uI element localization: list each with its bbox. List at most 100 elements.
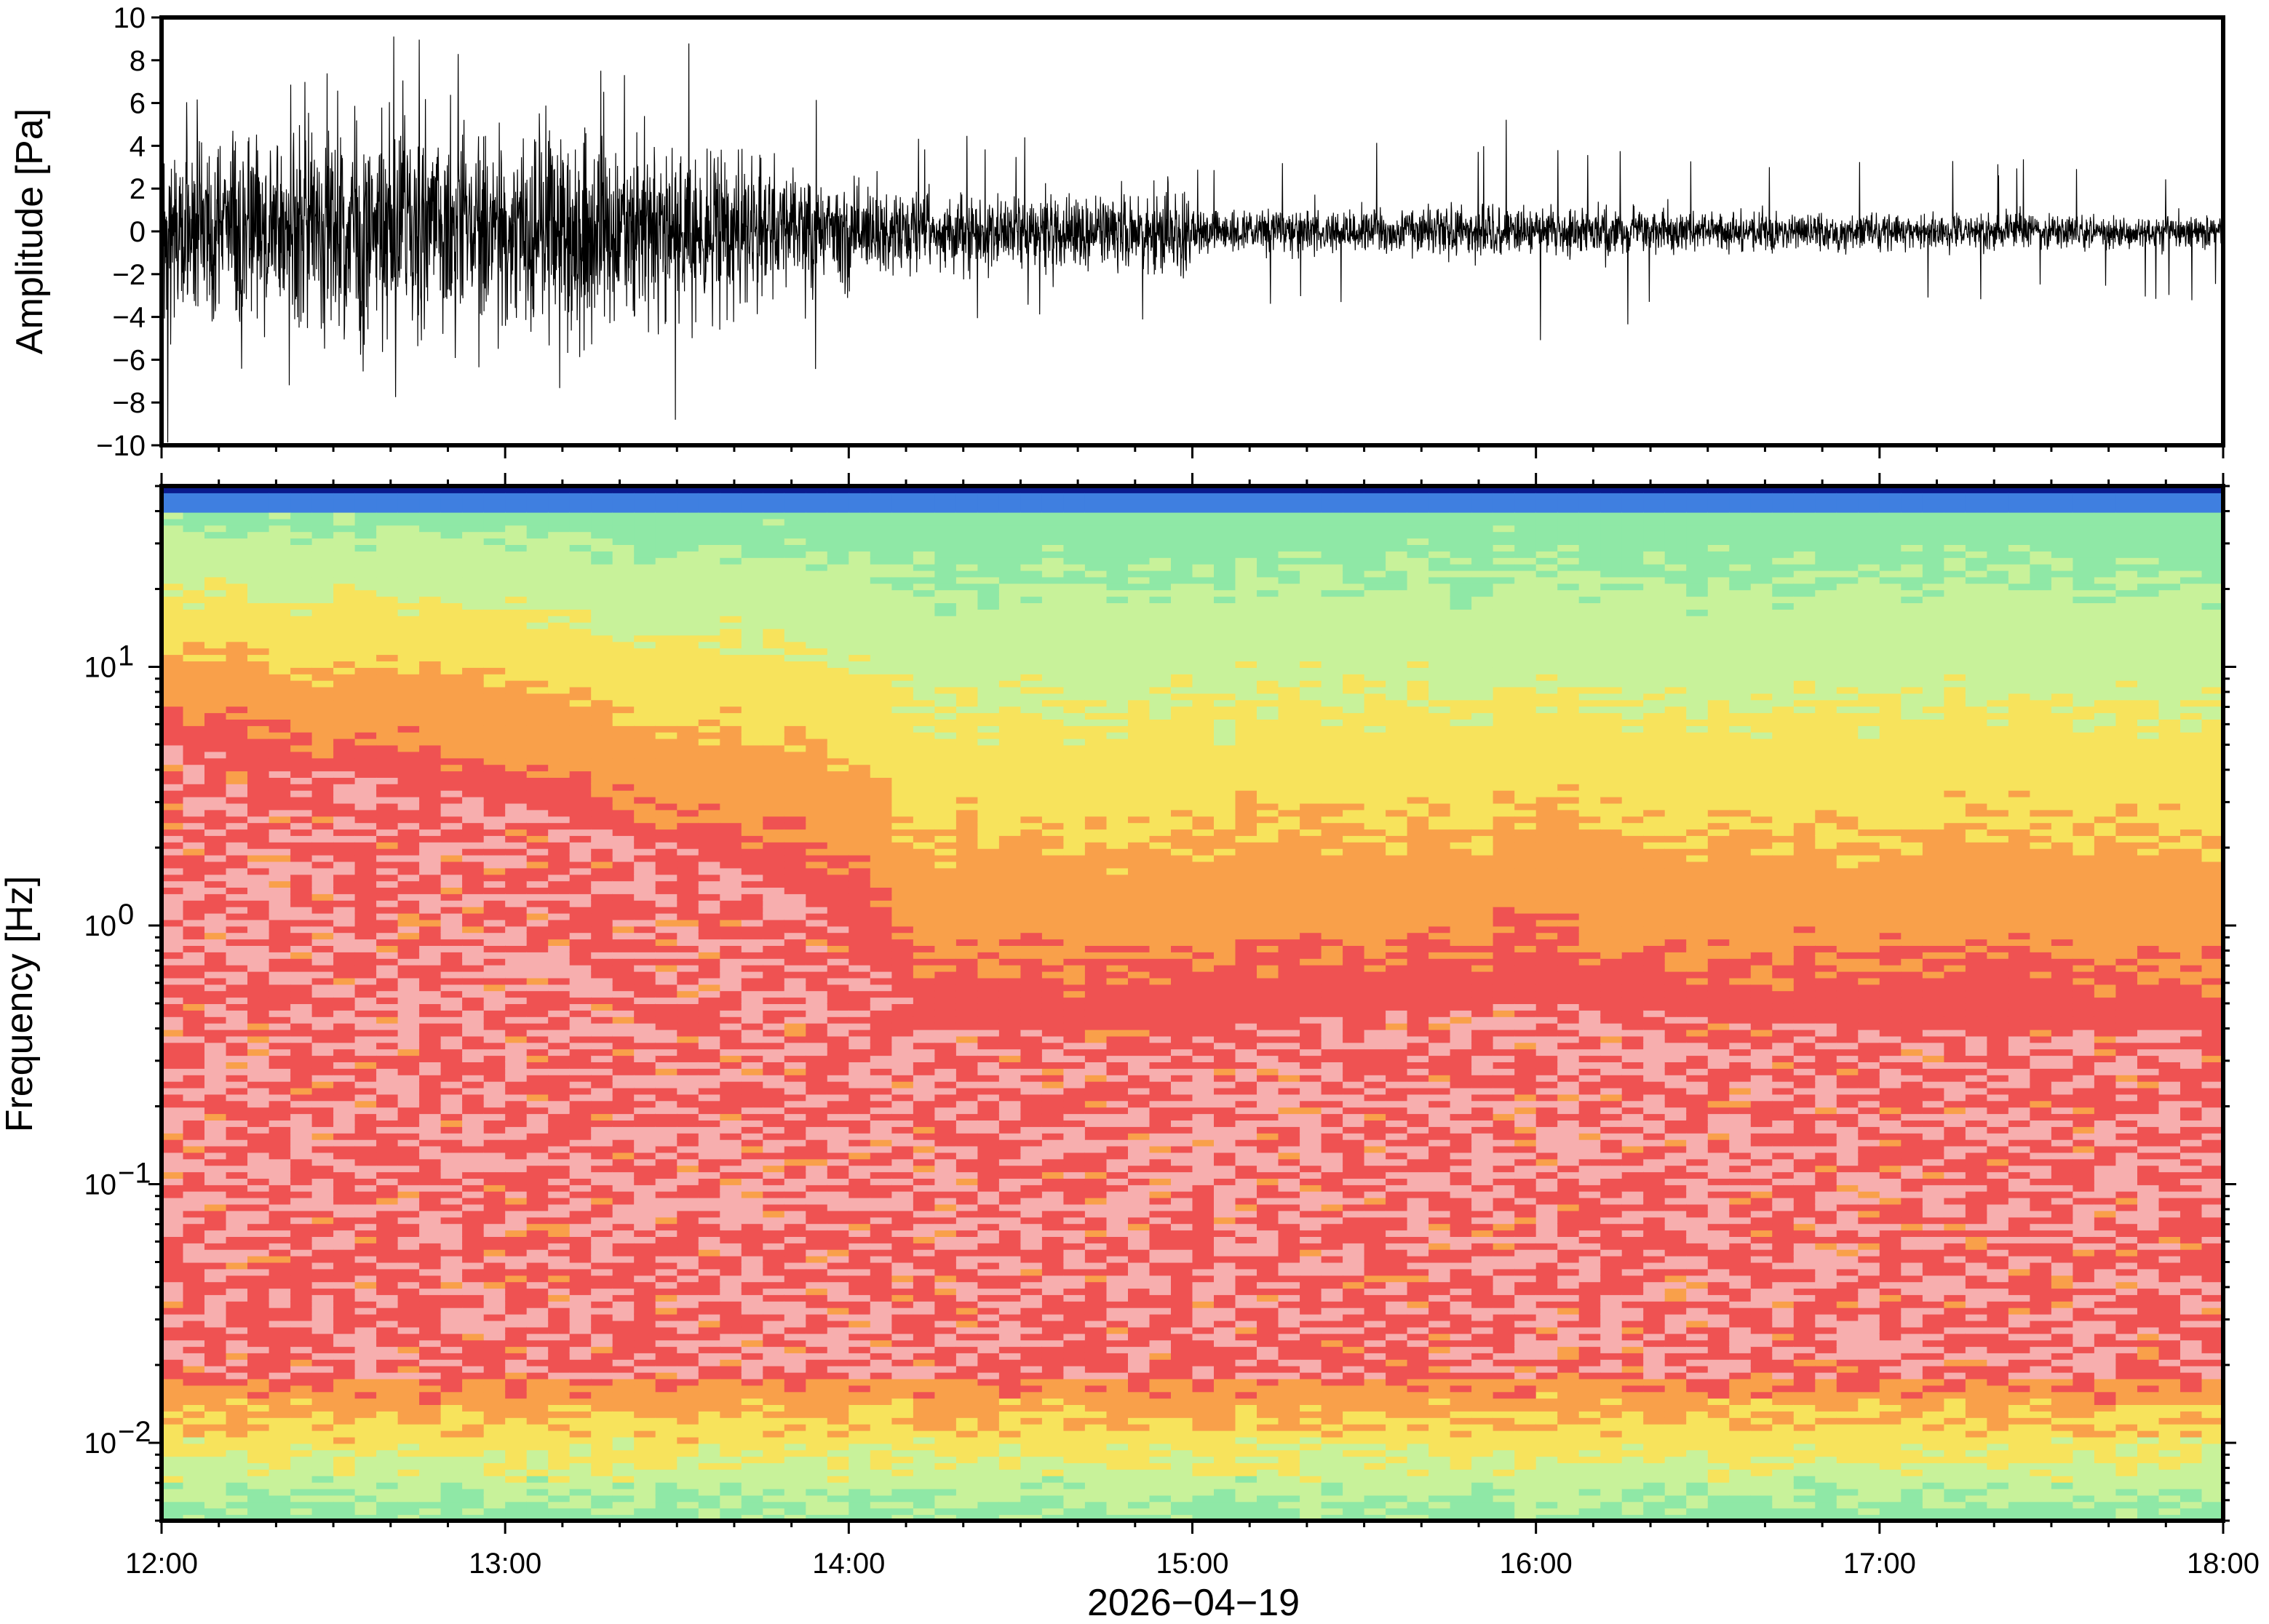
spectrogram-cell [226, 557, 248, 565]
spectrogram-cell [354, 1139, 378, 1147]
spectrogram-cell [505, 1423, 528, 1431]
spectrogram-cell [204, 1288, 227, 1295]
spectrogram-cell [505, 621, 528, 629]
spectrogram-cell [204, 1042, 227, 1050]
spectrogram-cell [311, 1372, 335, 1380]
spectrogram-cell [634, 1016, 656, 1024]
spectrogram-cell [741, 1385, 764, 1393]
spectrogram-cell [483, 589, 506, 597]
spectrogram-cell [311, 1443, 335, 1451]
spectrogram-cell [505, 990, 528, 998]
spectrogram-cell [462, 1107, 485, 1115]
spectrogram-cell [311, 1346, 335, 1353]
spectrogram-cell [569, 1197, 592, 1205]
spectrogram-cell [162, 958, 184, 966]
spectrogram-cell [311, 874, 335, 882]
spectrogram-cell [677, 971, 699, 979]
spectrogram-cell [720, 964, 742, 972]
spectrogram-cell [269, 1443, 292, 1451]
spectrogram-cell [591, 621, 613, 629]
spectrogram-cell [655, 1481, 678, 1489]
spectrogram-cell [483, 608, 506, 616]
spectrogram-cell [419, 1475, 442, 1483]
spectrogram-cell [720, 1029, 742, 1037]
spectrogram-cell [311, 958, 335, 966]
spectrogram-cell [204, 550, 227, 558]
spectrogram-cell [162, 1080, 184, 1088]
spectrogram-cell [720, 693, 742, 701]
spectrogram-cell [333, 1145, 356, 1153]
spectrogram-cell [505, 1320, 528, 1328]
spectrogram-cell [698, 1514, 721, 1521]
spectrogram-cell [311, 1190, 335, 1198]
spectrogram-cell [784, 939, 807, 946]
spectrogram-cell [376, 570, 399, 578]
spectrogram-cell [397, 706, 421, 714]
spectrogram-cell [806, 1236, 828, 1243]
spectrogram-cell [311, 1230, 335, 1237]
spectrogram-cell [526, 596, 549, 603]
spectrogram-cell [548, 971, 571, 979]
spectrogram-cell [462, 939, 485, 946]
spectrogram-cell [784, 1249, 807, 1257]
spectrogram-cell [204, 1242, 227, 1250]
spectrogram-cell [440, 615, 464, 623]
spectrogram-cell [698, 1462, 721, 1470]
spectrogram-cell [548, 1003, 571, 1011]
spectrogram-cell [354, 1320, 378, 1328]
spectrogram-cell [354, 602, 378, 610]
spectrogram-cell [634, 1294, 656, 1302]
spectrogram-cell [634, 1107, 656, 1115]
spectrogram-cell [397, 1262, 421, 1270]
spectrogram-cell [655, 1210, 678, 1218]
spectrogram-cell [311, 673, 335, 681]
spectrogram-cell [698, 1449, 721, 1457]
spectrogram-cell [397, 1048, 421, 1056]
spectrogram-cell [462, 1488, 485, 1496]
spectrogram-cell [354, 570, 378, 578]
spectrogram-cell [806, 899, 828, 907]
spectrogram-cell [720, 1178, 742, 1185]
spectrogram-cell [162, 1372, 184, 1380]
spectrogram-cell [526, 1152, 549, 1160]
spectrogram-cell [655, 1074, 678, 1082]
spectrogram-cell [290, 634, 313, 642]
spectrogram-cell [204, 719, 227, 726]
spectrogram-cell [162, 1398, 184, 1405]
spectrogram-cell [505, 1242, 528, 1250]
spectrogram-cell [183, 1197, 205, 1205]
spectrogram-cell [354, 621, 378, 629]
spectrogram-cell [526, 1475, 549, 1483]
spectrogram-cell [204, 751, 227, 759]
spectrogram-cell [698, 1165, 721, 1173]
spectrogram-cell [354, 686, 378, 694]
spectrogram-cell [612, 505, 635, 513]
spectrogram-cell [505, 615, 528, 623]
spectrogram-cell [269, 1029, 292, 1037]
spectrogram-cell [269, 751, 292, 759]
spectrogram-cell [763, 525, 785, 533]
spectrogram-cell [591, 893, 613, 901]
spectrogram-cell [720, 997, 742, 1004]
spectrogram-cell [784, 771, 807, 778]
spectrogram-cell [677, 725, 699, 733]
spectrogram-cell [376, 634, 399, 642]
spectrogram-cell [483, 641, 506, 649]
spectrogram-cell [204, 932, 227, 940]
spectrogram-cell [526, 1385, 549, 1393]
spectrogram-cell [311, 1404, 335, 1412]
spectrogram-cell [333, 764, 356, 772]
spectrogram-cell [311, 984, 335, 992]
spectrogram-cell [183, 1494, 205, 1502]
spectrogram-cell [397, 492, 421, 500]
spectrogram-cell [655, 1242, 678, 1250]
spectrogram-cell [354, 486, 378, 493]
spectrogram-cell [591, 1320, 613, 1328]
spectrogram-cell [784, 505, 807, 513]
spectrogram-cell [397, 1126, 421, 1134]
spectrogram-cell [247, 764, 270, 772]
spectrogram-cell [440, 641, 464, 649]
spectrogram-cell [677, 1352, 699, 1360]
spectrogram-cell [290, 912, 313, 920]
spectrogram-cell [548, 1449, 571, 1457]
